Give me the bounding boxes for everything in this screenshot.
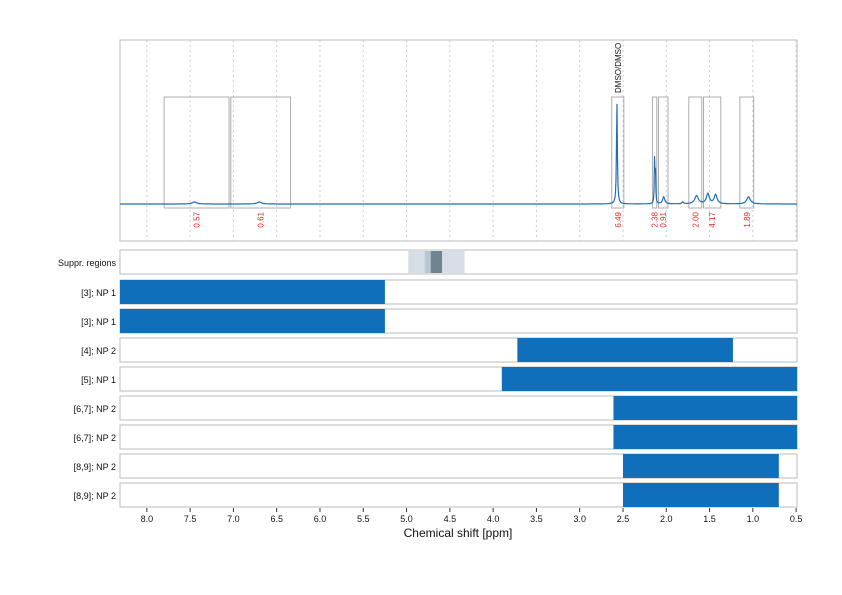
x-tick-label: 2.0	[660, 514, 673, 524]
integral-value: 6.49	[614, 211, 623, 227]
integral-value: 0.91	[659, 211, 668, 227]
x-tick-label: 5.0	[400, 514, 413, 524]
spectrum-panel: 0.57 0.61 6.49 DMSO/DMSO 2.38 0.91 2.00 4.17 1.8…	[119, 39, 798, 242]
integral-value: 2.38	[651, 211, 660, 227]
integral-box	[651, 96, 658, 209]
row-label: [8,9]; NP 2	[74, 462, 116, 472]
spectrum-line	[120, 103, 797, 205]
row-label: [5]; NP 1	[81, 375, 116, 385]
x-tick-label: 4.5	[444, 514, 457, 524]
x-tick-label: 7.0	[227, 514, 240, 524]
row-label: [4]; NP 2	[81, 346, 116, 356]
integral-value: 1.89	[743, 211, 752, 227]
range-bar	[517, 338, 733, 362]
integral-box	[739, 96, 755, 209]
range-bar	[120, 309, 385, 333]
integral-value: 0.61	[257, 211, 266, 227]
integral-value: 2.00	[691, 211, 700, 227]
x-axis-label: Chemical shift [ppm]	[404, 526, 513, 540]
x-tick-label: 8.0	[141, 514, 154, 524]
x-tick-label: 3.0	[573, 514, 586, 524]
integral-box	[611, 96, 625, 209]
range-bar	[613, 396, 797, 420]
range-rows: Suppr. regions [3]; NP 1 [3]; NP 1 [4]; NP …	[58, 249, 798, 508]
integral-box	[230, 96, 292, 209]
integral-box	[163, 96, 230, 209]
row-label: Suppr. regions	[58, 258, 117, 268]
integral-value: 4.17	[708, 211, 717, 227]
x-tick-label: 6.5	[270, 514, 283, 524]
x-tick-label: 4.0	[487, 514, 500, 524]
x-tick-label: 2.5	[617, 514, 630, 524]
range-bar	[622, 454, 779, 478]
row-label: [6,7]; NP 2	[74, 404, 116, 414]
integral-box	[657, 96, 669, 209]
row-label: [8,9]; NP 2	[74, 491, 116, 501]
x-tick-label: 3.5	[530, 514, 543, 524]
integral-box	[703, 96, 722, 209]
x-tick-label: 6.0	[314, 514, 327, 524]
x-tick-label: 1.0	[747, 514, 760, 524]
spectrum-frame	[119, 39, 798, 242]
x-tick-label: 5.5	[357, 514, 370, 524]
x-axis: 8.0 7.5 7.0 6.5 6.0 5.5 5.0 4.5 4.0 3.5 3.0 2.5 2.0 1…	[141, 508, 803, 524]
range-bar	[622, 483, 779, 507]
integral-value: 0.57	[193, 211, 202, 227]
row-label: [3]; NP 1	[81, 317, 116, 327]
x-tick-label: 1.5	[703, 514, 716, 524]
x-tick-label: 7.5	[184, 514, 197, 524]
integral-box	[688, 96, 703, 209]
x-tick-label: 0.5	[790, 514, 803, 524]
range-bar	[613, 425, 797, 449]
row-label: [3]; NP 1	[81, 288, 116, 298]
peak-annotation: DMSO/DMSO	[614, 43, 623, 93]
row-label: [6,7]; NP 2	[74, 433, 116, 443]
suppression-region	[430, 251, 443, 273]
range-bar	[120, 280, 385, 304]
range-bar	[501, 367, 797, 391]
